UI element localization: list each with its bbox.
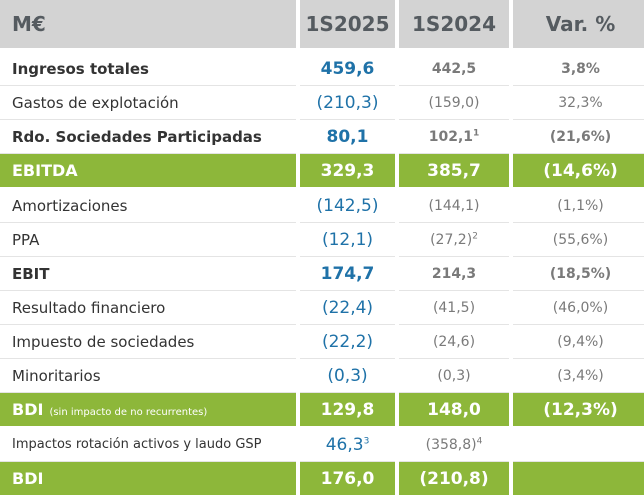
row-label: Rdo. Sociedades Participadas	[0, 120, 296, 154]
value-variation: (3,4%)	[513, 359, 644, 393]
value-1s2025: 129,8	[300, 393, 395, 428]
header-row: M€ 1S2025 1S2024 Var. %	[0, 0, 644, 48]
row-gastos-explotacion: Gastos de explotación (210,3) (159,0) 32…	[0, 86, 644, 120]
value-1s2024: (159,0)	[399, 86, 509, 120]
row-label: Resultado financiero	[0, 291, 296, 325]
footnote-marker: 2	[472, 230, 478, 241]
value-variation: 32,3%	[513, 86, 644, 120]
value-1s2024: 102,11	[399, 120, 509, 154]
row-bdi-recurrente: BDI (sin impacto de no recurrentes) 129,8…	[0, 393, 644, 428]
row-ppa: PPA (12,1) (27,2)2 (55,6%)	[0, 223, 644, 257]
value-1s2025: (22,2)	[300, 325, 395, 359]
footnote-marker: 3	[363, 435, 370, 446]
header-1s2024: 1S2024	[399, 0, 509, 48]
row-label: Minoritarios	[0, 359, 296, 393]
footnote-marker: 1	[473, 127, 480, 138]
value-1s2025: 46,33	[300, 428, 395, 462]
value-text: (27,2)	[430, 231, 473, 248]
value-1s2024: (27,2)2	[399, 223, 509, 257]
header-label: M€	[0, 0, 296, 48]
row-label: EBITDA	[0, 154, 296, 189]
row-rdo-sociedades-participadas: Rdo. Sociedades Participadas 80,1 102,11…	[0, 120, 644, 154]
value-1s2024: (210,8)	[399, 462, 509, 497]
row-impactos-rotacion: Impactos rotación activos y laudo GSP 46…	[0, 428, 644, 462]
value-1s2024: (144,1)	[399, 189, 509, 223]
value-1s2024: (24,6)	[399, 325, 509, 359]
value-text: (358,8)	[425, 436, 477, 453]
row-minoritarios: Minoritarios (0,3) (0,3) (3,4%)	[0, 359, 644, 393]
value-variation: 3,8%	[513, 48, 644, 86]
row-label-text: BDI	[12, 400, 44, 419]
value-1s2025: (0,3)	[300, 359, 395, 393]
row-resultado-financiero: Resultado financiero (22,4) (41,5) (46,0…	[0, 291, 644, 325]
value-1s2024: (41,5)	[399, 291, 509, 325]
value-variation: (21,6%)	[513, 120, 644, 154]
row-bdi: BDI 176,0 (210,8)	[0, 462, 644, 497]
value-variation: (18,5%)	[513, 257, 644, 291]
value-1s2024: (0,3)	[399, 359, 509, 393]
value-1s2024: (358,8)4	[399, 428, 509, 462]
row-label: Impactos rotación activos y laudo GSP	[0, 428, 296, 462]
value-variation: (55,6%)	[513, 223, 644, 257]
value-1s2024: 214,3	[399, 257, 509, 291]
value-variation: (12,3%)	[513, 393, 644, 428]
row-sublabel: (sin impacto de no recurrentes)	[49, 407, 208, 418]
value-1s2025: 459,6	[300, 48, 395, 86]
value-variation	[513, 428, 644, 462]
value-variation: (46,0%)	[513, 291, 644, 325]
row-label: BDI (sin impacto de no recurrentes)	[0, 393, 296, 428]
value-1s2025: (210,3)	[300, 86, 395, 120]
row-ingresos-totales: Ingresos totales 459,6 442,5 3,8%	[0, 48, 644, 86]
row-ebit: EBIT 174,7 214,3 (18,5%)	[0, 257, 644, 291]
value-text: 46,3	[325, 434, 364, 455]
value-1s2025: 176,0	[300, 462, 395, 497]
row-label: Gastos de explotación	[0, 86, 296, 120]
value-variation: (14,6%)	[513, 154, 644, 189]
value-variation: (9,4%)	[513, 325, 644, 359]
value-1s2025: 174,7	[300, 257, 395, 291]
row-label: Amortizaciones	[0, 189, 296, 223]
row-label: BDI	[0, 462, 296, 497]
row-label: Ingresos totales	[0, 48, 296, 86]
value-1s2024: 385,7	[399, 154, 509, 189]
value-1s2025: (142,5)	[300, 189, 395, 223]
value-1s2025: (12,1)	[300, 223, 395, 257]
row-ebitda: EBITDA 329,3 385,7 (14,6%)	[0, 154, 644, 189]
row-amortizaciones: Amortizaciones (142,5) (144,1) (1,1%)	[0, 189, 644, 223]
row-label: PPA	[0, 223, 296, 257]
value-1s2025: 80,1	[300, 120, 395, 154]
value-1s2024: 442,5	[399, 48, 509, 86]
value-1s2025: 329,3	[300, 154, 395, 189]
value-1s2024: 148,0	[399, 393, 509, 428]
row-label: Impuesto de sociedades	[0, 325, 296, 359]
value-variation	[513, 462, 644, 497]
header-1s2025: 1S2025	[300, 0, 395, 48]
value-variation: (1,1%)	[513, 189, 644, 223]
value-1s2025: (22,4)	[300, 291, 395, 325]
footnote-marker: 4	[476, 435, 483, 446]
row-label: EBIT	[0, 257, 296, 291]
header-variation: Var. %	[513, 0, 644, 48]
value-text: 102,1	[428, 128, 474, 145]
row-impuesto-sociedades: Impuesto de sociedades (22,2) (24,6) (9,…	[0, 325, 644, 359]
